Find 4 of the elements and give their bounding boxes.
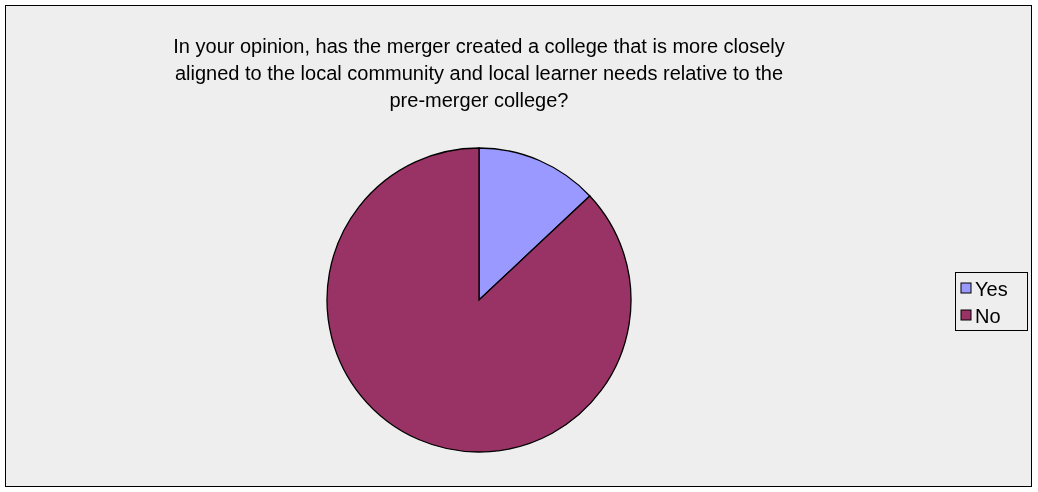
legend-label: No bbox=[975, 305, 1001, 327]
legend-label: Yes bbox=[975, 278, 1008, 300]
chart-title: In your opinion, has the merger created a college that is more closely aligned to the local community and local learner needs relative to the pre-merger college? bbox=[173, 35, 785, 111]
pie-slice bbox=[326, 147, 632, 453]
